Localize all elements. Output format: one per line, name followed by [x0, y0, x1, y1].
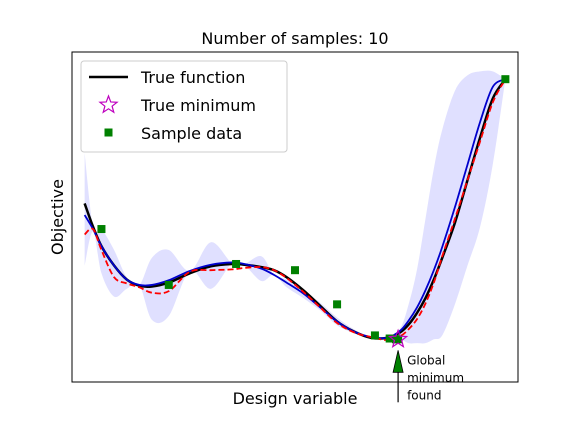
- annotation-line-2: minimum: [407, 371, 464, 385]
- annotation-line-3: found: [407, 388, 441, 402]
- sample-point: [97, 225, 106, 234]
- chart-title: Number of samples: 10: [201, 29, 388, 48]
- sample-point: [385, 334, 394, 343]
- sample-point: [333, 300, 342, 309]
- sample-point: [291, 266, 299, 275]
- sample-point: [164, 280, 173, 289]
- star-icon: [98, 94, 119, 114]
- true-minimum-marker: [387, 328, 409, 348]
- sample-point: [232, 259, 241, 268]
- global-minimum-annotation: Global minimum found: [392, 350, 464, 403]
- annotation-arrow-head: [392, 350, 404, 373]
- x-axis-label: Design variable: [233, 389, 358, 408]
- sample-markers: [97, 75, 510, 344]
- sample-point: [394, 335, 403, 344]
- legend: True function True minimum Sample data: [80, 60, 288, 153]
- plot-area: [83, 70, 510, 348]
- legend-label-true-minimum: True minimum: [140, 96, 256, 115]
- plot-frame: [71, 51, 519, 383]
- y-axis-label: Objective: [48, 179, 67, 255]
- annotation-line-1: Global: [407, 353, 445, 367]
- sample-point: [501, 75, 510, 84]
- legend-box: [80, 60, 288, 153]
- legend-label-sample-data: Sample data: [141, 124, 242, 143]
- legend-square-symbol: [104, 128, 113, 137]
- series-line-red-dashed: [84, 78, 507, 341]
- sample-point: [370, 331, 379, 340]
- legend-label-true-function: True function: [140, 68, 245, 87]
